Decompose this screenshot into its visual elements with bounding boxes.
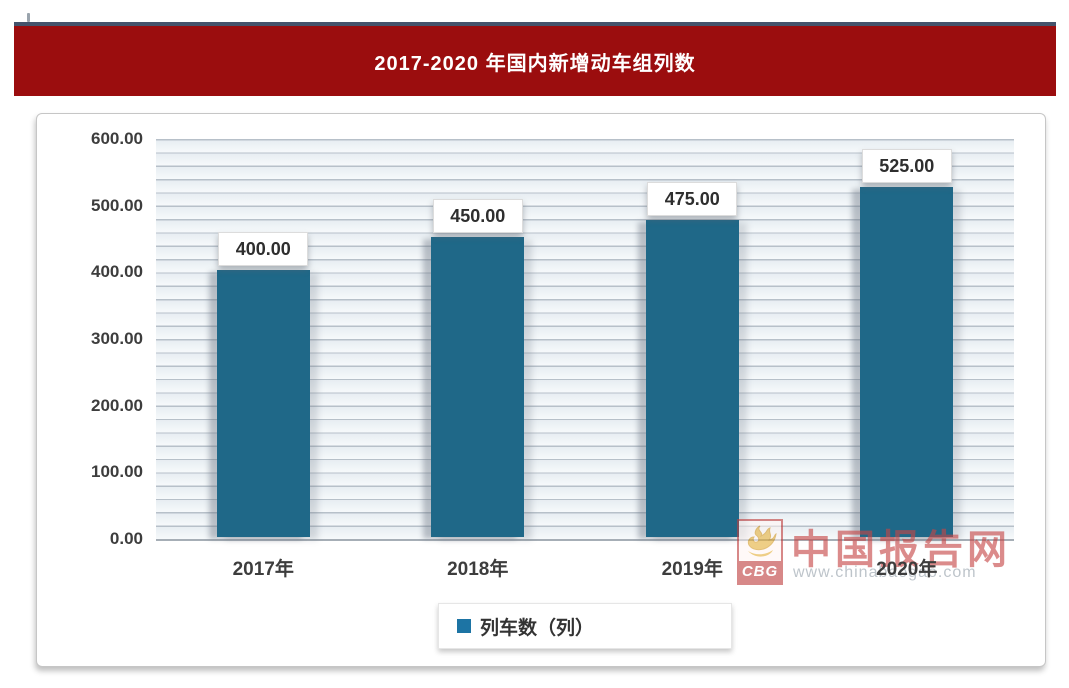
bar-2017年 (216, 270, 310, 537)
y-axis: 600.00 500.00 400.00 300.00 200.00 100.00 0.00 (47, 129, 143, 548)
x-tick-label: 2017年 (232, 559, 294, 580)
x-tick-label: 2019年 (661, 559, 723, 580)
x-tick-label: 2018年 (447, 559, 509, 580)
chart-title: 2017-2020 年国内新增动车组列数 (374, 52, 696, 75)
legend-label: 列车数（列） (480, 617, 595, 639)
data-label: 525.00 (861, 149, 952, 183)
y-tick-label: 300.00 (91, 329, 143, 348)
y-tick-label: 500.00 (91, 195, 143, 215)
data-label: 400.00 (218, 232, 309, 267)
y-tick-label: 0.00 (109, 529, 143, 548)
x-axis: 2017年 2018年 2019年 2020年 (156, 554, 1014, 584)
data-label: 450.00 (432, 199, 523, 233)
stray-corner-mark (27, 13, 30, 22)
bar-2020年 (860, 187, 954, 537)
y-tick-label: 200.00 (91, 395, 143, 415)
y-tick-label: 600.00 (91, 129, 143, 148)
y-tick-label: 400.00 (91, 262, 143, 282)
chart-title-banner: 2017-2020 年国内新增动车组列数 (14, 22, 1056, 96)
chart-card: 600.00 500.00 400.00 300.00 200.00 100.00 0.00… (36, 113, 1046, 667)
bar-2018年 (431, 237, 525, 537)
bar-2019年 (645, 220, 739, 537)
x-tick-label: 2020年 (876, 559, 938, 580)
legend-marker-icon (457, 619, 471, 633)
y-tick-label: 100.00 (91, 462, 143, 482)
plot-area: 400.00 450.00 475.00 525.00 (156, 139, 1014, 541)
data-label: 475.00 (647, 182, 738, 217)
legend: 列车数（列） (438, 603, 732, 649)
